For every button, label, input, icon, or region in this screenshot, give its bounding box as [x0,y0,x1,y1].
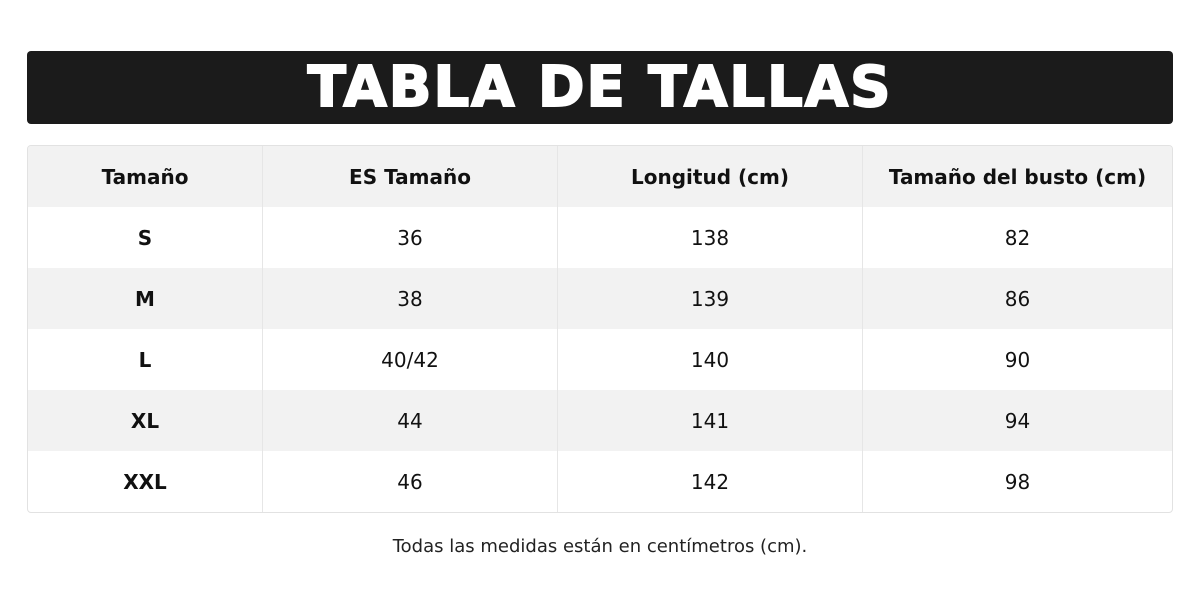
column-header: Longitud (cm) [558,146,863,207]
table-cell: XXL [28,451,263,512]
column-header: Tamaño del busto (cm) [888,164,1147,189]
table-cell: 138 [558,207,863,268]
table-cell: 139 [558,268,863,329]
table-cell: XL [28,390,263,451]
table-row: XXL 46 142 98 [28,451,1172,512]
table-cell: M [28,268,263,329]
table-row: S 36 138 82 [28,207,1172,268]
header-row: Tamaño ES Tamaño Longitud (cm) Tamaño del b… [28,146,1172,207]
footer-note: Todas las medidas están en centímetros (… [392,536,808,557]
table-row: XL 44 141 94 [28,390,1172,451]
table-cell: 86 [1004,286,1031,311]
column-header: ES Tamaño [263,146,558,207]
table-cell: 46 [263,451,558,512]
table-cell: 44 [263,390,558,451]
size-table: Tamaño ES Tamaño Longitud (cm) Tamaño del b… [27,145,1173,513]
table-cell: L [28,329,263,390]
table-cell: 90 [1004,347,1031,372]
table-cell: 82 [1004,225,1031,250]
title: TABLA DE TALLAS [307,54,893,121]
table-cell: 98 [1004,469,1031,494]
column-header: Tamaño [28,146,263,207]
table-row: L 40/42 140 90 [28,329,1172,390]
table-cell: 38 [263,268,558,329]
table-row: M 38 139 86 [28,268,1172,329]
table-cell: 140 [558,329,863,390]
table-cell: 40/42 [263,329,558,390]
title-banner: TABLA DE TALLAS [27,51,1173,124]
table-cell: S [28,207,263,268]
table-cell: 142 [558,451,863,512]
table-cell: 141 [558,390,863,451]
table-cell: 94 [1004,408,1031,433]
table-cell: 36 [263,207,558,268]
